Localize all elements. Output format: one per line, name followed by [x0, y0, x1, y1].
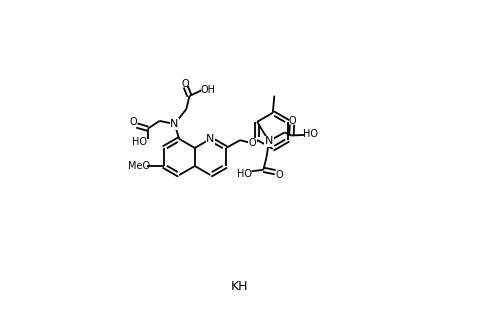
Text: HO: HO [132, 137, 147, 147]
Text: O: O [275, 171, 283, 180]
Text: KH: KH [231, 280, 249, 293]
Text: HO: HO [303, 129, 318, 139]
Text: O: O [182, 78, 190, 89]
Text: MeO: MeO [128, 161, 150, 171]
Text: O: O [129, 117, 137, 127]
Text: N: N [265, 136, 273, 146]
Text: HO: HO [237, 170, 252, 179]
Text: O: O [249, 138, 256, 148]
Text: OH: OH [201, 85, 216, 95]
Text: O: O [288, 116, 296, 126]
Text: N: N [171, 119, 179, 129]
Text: N: N [206, 134, 215, 144]
